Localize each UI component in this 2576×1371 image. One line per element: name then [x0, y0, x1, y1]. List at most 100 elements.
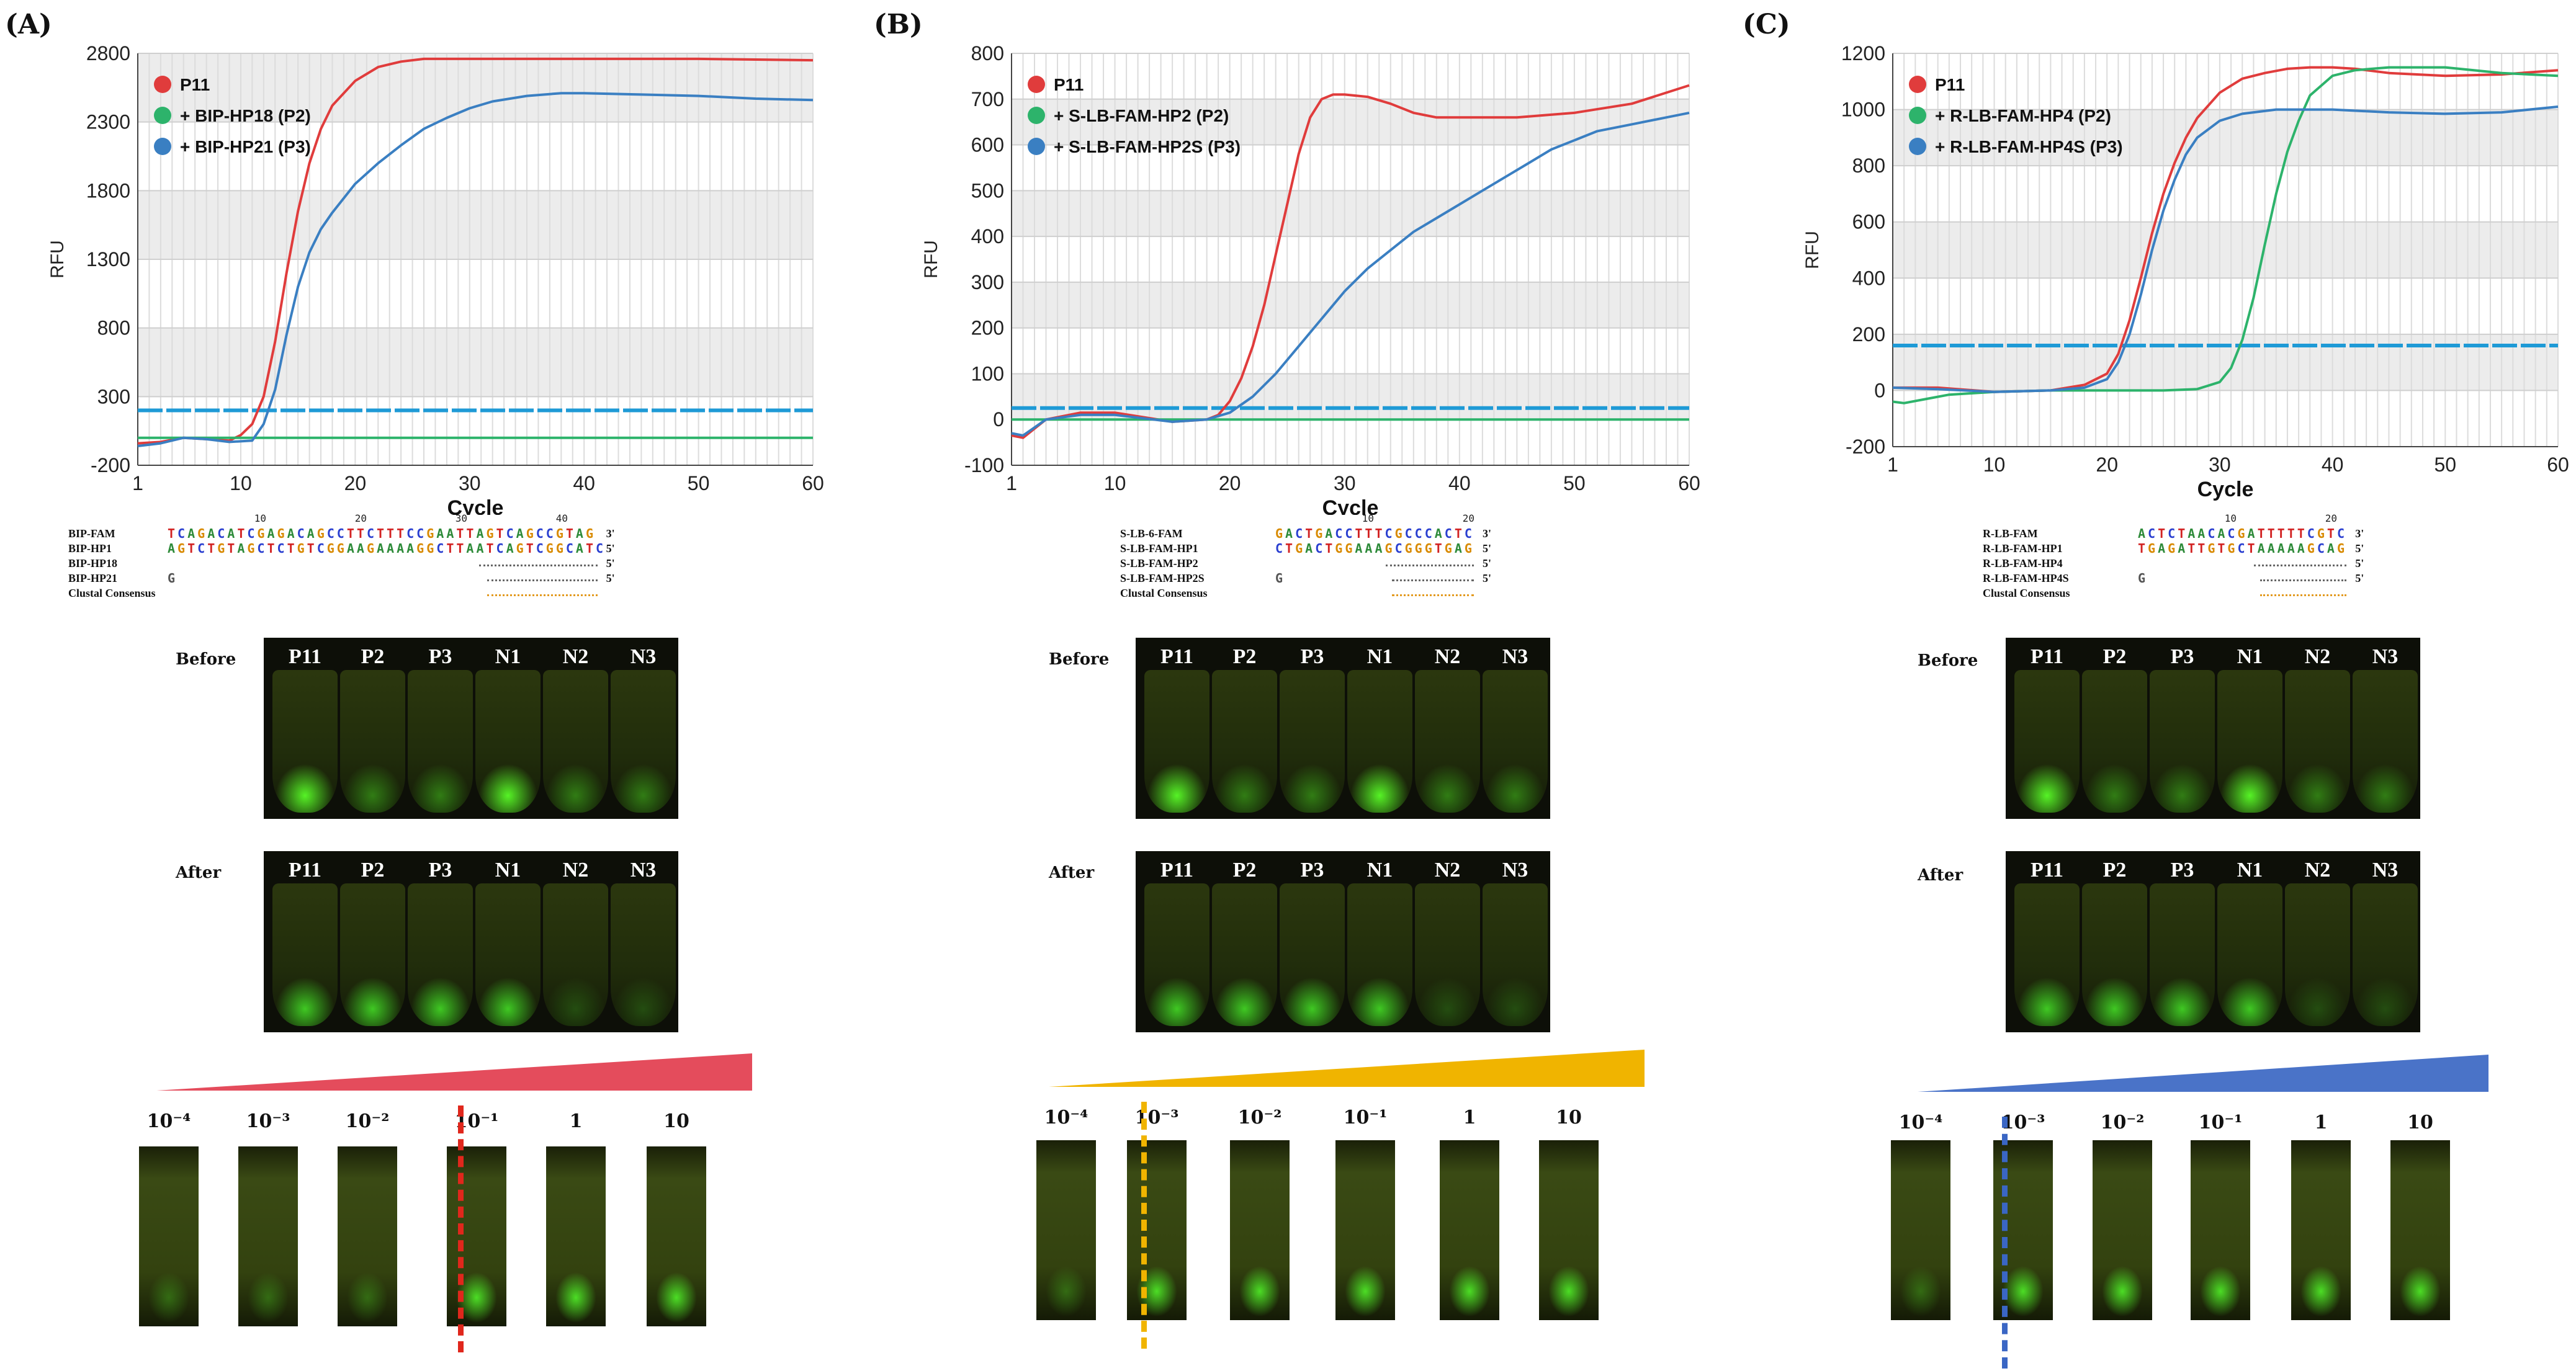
alignment-dots — [2260, 579, 2347, 581]
tube — [2353, 670, 2418, 813]
alignment-row: S-LB-FAM-HP2S G 5' — [1120, 571, 1716, 586]
tube — [2082, 670, 2147, 813]
tube-label: P2 — [361, 859, 385, 882]
grid-band — [1012, 99, 1689, 145]
ruler-label: 20 — [2325, 512, 2338, 524]
alignment-dots — [487, 579, 598, 581]
tube — [340, 883, 405, 1026]
series-line — [1893, 66, 2559, 393]
ruler-label: 30 — [455, 512, 468, 524]
alignment-dots — [2254, 565, 2347, 566]
after-photo: P11 P2 P3 N1 N2 N3 — [264, 851, 678, 1032]
tube — [1212, 883, 1277, 1026]
alignment-row: R-LB-FAM-HP4 5' — [1983, 556, 2566, 571]
tube-label: N2 — [1434, 859, 1461, 882]
x-tick-label: 50 — [2435, 453, 2457, 476]
detection-limit-line — [2002, 1117, 2008, 1369]
y-tick-label: 2300 — [86, 111, 130, 133]
grid-band — [1893, 334, 2558, 391]
wedge-shape — [1049, 1050, 1645, 1087]
dilution-tube — [2291, 1140, 2351, 1320]
tube — [2217, 670, 2282, 813]
legend-label: + R-LB-FAM-HP4 (P2) — [1935, 106, 2111, 125]
legend-marker — [1909, 107, 1926, 124]
tube — [340, 670, 405, 813]
alignment-row-name: S-LB-FAM-HP2S — [1120, 572, 1205, 584]
tube-label: N3 — [1502, 645, 1528, 668]
after-label: After — [1918, 866, 1963, 885]
x-tick-label: 10 — [1104, 472, 1126, 494]
legend-label: P11 — [180, 75, 210, 94]
dilution-label: 10⁻¹ — [1343, 1107, 1388, 1128]
tube-label: P11 — [2031, 645, 2063, 668]
alignment-row-name: BIP-HP18 — [68, 557, 117, 569]
tube-label: N3 — [2372, 859, 2399, 882]
alignment-row: R-LB-FAM-HP4S G 5' — [1983, 571, 2566, 586]
panel-b: (B) -100 0 100 200 300 400 500 600 700 800 1 10 20 30… — [869, 0, 1727, 1371]
alignment-row-name: BIP-FAM — [68, 527, 115, 540]
legend-marker — [1028, 76, 1045, 93]
alignment-row: S-LB-6-FAM GACTGACCTTTCGCCCACTC 3' — [1120, 526, 1716, 541]
tube-label: N3 — [630, 645, 657, 668]
alignment-sequence: G — [2138, 571, 2148, 586]
alignment-dots — [1391, 579, 1474, 581]
tube — [2014, 883, 2080, 1026]
alignment-strand-end: 3' — [2355, 527, 2364, 540]
alignment-dots — [478, 565, 598, 566]
grid-band — [138, 328, 813, 397]
dilution-tube — [2191, 1140, 2250, 1320]
y-axis-label: RFU — [47, 240, 68, 279]
y-tick-label: 600 — [1852, 211, 1885, 233]
panel-label: (A) — [5, 9, 52, 40]
concentration-wedge — [156, 1053, 752, 1091]
tube — [475, 883, 541, 1026]
tube — [408, 670, 473, 813]
before-label: Before — [176, 650, 236, 669]
dilution-tube — [2390, 1140, 2450, 1320]
tube — [1415, 883, 1480, 1026]
alignment-strand-end: 5' — [606, 557, 615, 569]
before-label: Before — [1049, 650, 1110, 669]
x-axis-label: Cycle — [2197, 478, 2254, 501]
tube — [1144, 883, 1209, 1026]
concentration-wedge — [1918, 1055, 2488, 1092]
x-tick-label: 30 — [2209, 453, 2231, 476]
x-tick-label: 50 — [688, 472, 710, 494]
tube-label: P3 — [2170, 645, 2194, 668]
panel-c: (C) -200 0 200 400 600 800 1000 1200 1 10 20 30 40 50… — [1738, 0, 2576, 1371]
sequence-alignment: 10 20 R-LB-FAM ACTCTAACACGATTTTTCGTC 3' R-LB-… — [1983, 511, 2566, 629]
dilution-tube — [1539, 1140, 1599, 1320]
y-tick-label: 1000 — [1841, 99, 1885, 121]
grid-band — [138, 53, 813, 122]
alignment-strand-end: 5' — [2355, 557, 2364, 569]
legend-label: + S-LB-FAM-HP2S (P3) — [1054, 137, 1241, 156]
tube — [1280, 670, 1345, 813]
panel-label: (B) — [874, 9, 923, 40]
tube-label: P2 — [361, 645, 385, 668]
tube — [1483, 670, 1548, 813]
alignment-strand-end: 5' — [2355, 542, 2364, 555]
alignment-row-name: R-LB-FAM-HP4 — [1983, 557, 2063, 569]
y-axis-label: RFU — [1802, 231, 1823, 269]
tube — [611, 883, 676, 1026]
ruler-label: 10 — [254, 512, 267, 524]
alignment-strand-end: 5' — [1483, 572, 1492, 584]
qpcr-chart: -100 0 100 200 300 400 500 600 700 800 1 10 20 30 40 50… — [921, 42, 1700, 515]
alignment-row-name: R-LB-FAM-HP4S — [1983, 572, 2069, 584]
tube — [543, 883, 608, 1026]
dilution-label: 10⁻³ — [246, 1110, 290, 1132]
dilution-tube — [139, 1146, 199, 1326]
y-tick-label: 300 — [97, 385, 130, 408]
alignment-row-name: S-LB-6-FAM — [1120, 527, 1183, 540]
legend-marker — [154, 107, 171, 124]
alignment-row: BIP-FAM TCAGACATCGAGACAGCCTTCTTTCCGAATTAG… — [68, 526, 850, 541]
tube-label: N1 — [2237, 645, 2263, 668]
y-tick-label: 1300 — [86, 248, 130, 270]
alignment-row-name: BIP-HP21 — [68, 572, 117, 584]
alignment-row: S-LB-FAM-HP2 5' — [1120, 556, 1716, 571]
y-axis-label: RFU — [921, 240, 941, 279]
alignment-row: R-LB-FAM ACTCTAACACGATTTTTCGTC 3' — [1983, 526, 2566, 541]
alignment-dots — [2260, 594, 2347, 596]
alignment-strand-end: 5' — [606, 572, 615, 584]
dilution-label: 10⁻¹ — [454, 1110, 499, 1132]
